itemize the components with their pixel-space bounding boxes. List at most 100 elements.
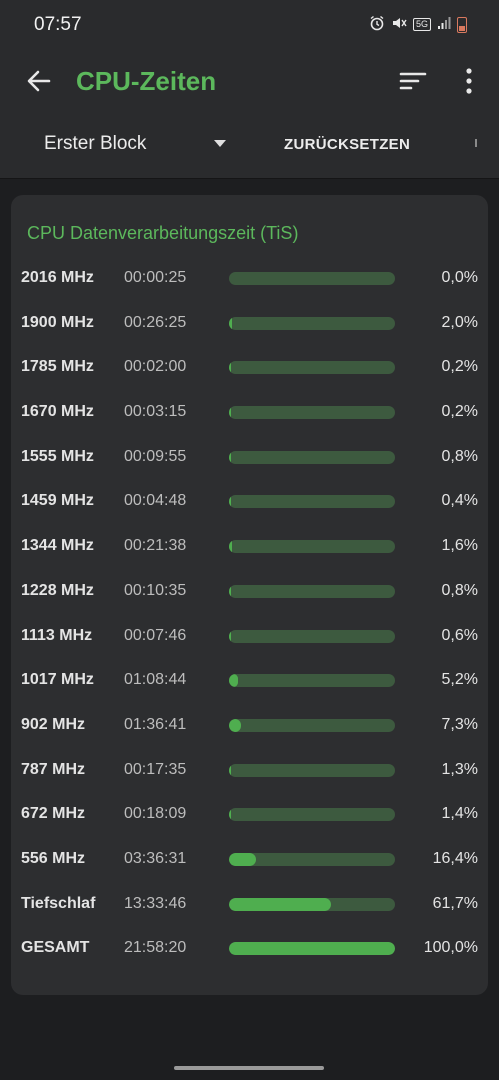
- frequency-row: 787 MHz 00:17:35 1,3%: [11, 747, 488, 792]
- app-bar: CPU-Zeiten: [0, 50, 499, 112]
- percentage-value: 61,7%: [432, 894, 478, 912]
- frequency-row: 1344 MHz 00:21:38 1,6%: [11, 523, 488, 568]
- frequency-label: 1017 MHz: [21, 671, 94, 689]
- usage-bar-fill: [229, 361, 232, 375]
- percentage-value: 0,4%: [441, 492, 478, 510]
- usage-bar-fill: [229, 852, 257, 866]
- time-value: 13:33:46: [124, 894, 187, 912]
- time-value: 00:26:25: [124, 313, 187, 331]
- frequency-row: 556 MHz 03:36:31 16,4%: [11, 836, 488, 881]
- filter-toolbar: Erster Block ZURÜCKSETZEN: [0, 112, 499, 179]
- percentage-value: 1,4%: [441, 805, 478, 823]
- usage-bar-fill: [229, 718, 242, 732]
- reset-button-label: ZURÜCKSETZEN: [284, 136, 411, 153]
- frequency-row: 1459 MHz 00:04:48 0,4%: [11, 478, 488, 523]
- frequency-row: Tiefschlaf 13:33:46 61,7%: [11, 881, 488, 926]
- frequency-label: 556 MHz: [21, 849, 86, 867]
- frequency-label: 1900 MHz: [21, 313, 94, 331]
- time-value: 03:36:31: [124, 849, 187, 867]
- cpu-time-card: CPU Datenverarbeitungszeit (TiS) 2016 MH…: [11, 195, 488, 995]
- more-vert-icon: [466, 68, 472, 94]
- usage-bar-fill: [229, 763, 232, 777]
- time-value: 01:36:41: [124, 715, 187, 733]
- reset-button[interactable]: ZURÜCKSETZEN: [270, 122, 425, 166]
- more-options-button[interactable]: [456, 66, 482, 96]
- percentage-value: 2,0%: [441, 313, 478, 331]
- time-value: 00:09:55: [124, 447, 187, 465]
- mute-icon: [391, 15, 407, 34]
- sort-icon: [399, 72, 427, 90]
- overflow-edge-mark: [475, 139, 477, 147]
- time-value: 00:10:35: [124, 581, 187, 599]
- time-value: 00:07:46: [124, 626, 187, 644]
- frequency-label: GESAMT: [21, 939, 90, 957]
- time-value: 00:17:35: [124, 760, 187, 778]
- frequency-row: 2016 MHz 00:00:25 0,0%: [11, 255, 488, 300]
- usage-bar-track: [229, 808, 395, 822]
- usage-bar-fill: [229, 674, 238, 688]
- usage-bar-fill: [229, 316, 233, 330]
- usage-bar-track: [229, 272, 395, 285]
- time-value: 00:18:09: [124, 805, 187, 823]
- frequency-row: 672 MHz 00:18:09 1,4%: [11, 791, 488, 836]
- frequency-row: 1555 MHz 00:09:55 0,8%: [11, 434, 488, 479]
- usage-bar-track: [229, 942, 395, 956]
- status-icons: 5G: [369, 15, 467, 34]
- usage-bar-fill: [229, 584, 232, 598]
- usage-bar-track: [229, 763, 395, 777]
- usage-bar-fill: [229, 495, 232, 509]
- usage-bar-track: [229, 674, 395, 688]
- usage-bar-fill: [229, 629, 232, 643]
- usage-bar-track: [229, 897, 395, 911]
- frequency-label: 1670 MHz: [21, 403, 94, 421]
- network-5g-icon: 5G: [412, 18, 431, 31]
- time-value: 00:21:38: [124, 537, 187, 555]
- percentage-value: 100,0%: [423, 939, 478, 957]
- frequency-label: 1113 MHz: [21, 626, 93, 644]
- usage-bar-track: [229, 406, 395, 420]
- block-dropdown-value: Erster Block: [44, 133, 147, 154]
- usage-bar-track: [229, 718, 395, 732]
- time-value: 00:03:15: [124, 403, 187, 421]
- frequency-list: 2016 MHz 00:00:25 0,0% 1900 MHz 00:26:25 2,0%…: [11, 255, 488, 970]
- usage-bar-fill: [229, 897, 332, 911]
- usage-bar-fill: [229, 942, 395, 956]
- frequency-label: 902 MHz: [21, 715, 86, 733]
- usage-bar-fill: [229, 540, 232, 554]
- status-time: 07:57: [34, 14, 82, 35]
- frequency-label: 672 MHz: [21, 805, 86, 823]
- percentage-value: 0,0%: [441, 269, 478, 286]
- frequency-label: 1344 MHz: [21, 537, 94, 555]
- frequency-row: 1785 MHz 00:02:00 0,2%: [11, 344, 488, 389]
- usage-bar-track: [229, 361, 395, 375]
- usage-bar-fill: [229, 450, 232, 464]
- time-value: 21:58:20: [124, 939, 187, 957]
- dropdown-arrow-icon: [214, 140, 226, 147]
- time-value: 00:04:48: [124, 492, 187, 510]
- back-arrow-icon: [27, 70, 51, 92]
- percentage-value: 0,8%: [441, 447, 478, 465]
- frequency-row: 1900 MHz 00:26:25 2,0%: [11, 300, 488, 345]
- usage-bar-track: [229, 495, 395, 509]
- percentage-value: 5,2%: [441, 671, 478, 689]
- time-value: 00:00:25: [124, 269, 187, 286]
- percentage-value: 1,6%: [441, 537, 478, 555]
- usage-bar-track: [229, 584, 395, 598]
- block-dropdown[interactable]: Erster Block: [28, 122, 238, 166]
- frequency-label: Tiefschlaf: [21, 894, 96, 912]
- sort-button[interactable]: [398, 66, 428, 96]
- back-button[interactable]: [22, 64, 56, 98]
- usage-bar-track: [229, 450, 395, 464]
- frequency-label: 2016 MHz: [21, 269, 94, 286]
- usage-bar-track: [229, 316, 395, 330]
- usage-bar-fill: [229, 808, 232, 822]
- card-title: CPU Datenverarbeitungszeit (TiS): [27, 223, 299, 243]
- percentage-value: 0,2%: [441, 403, 478, 421]
- home-indicator[interactable]: [174, 1066, 324, 1070]
- frequency-label: 787 MHz: [21, 760, 86, 778]
- usage-bar-fill: [229, 406, 232, 420]
- frequency-label: 1459 MHz: [21, 492, 94, 510]
- alarm-icon: [369, 15, 385, 34]
- frequency-row: 1670 MHz 00:03:15 0,2%: [11, 389, 488, 434]
- usage-bar-track: [229, 629, 395, 643]
